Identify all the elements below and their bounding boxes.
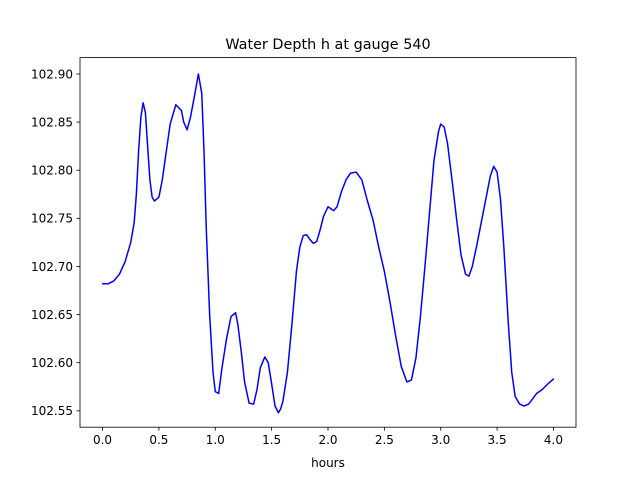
x-tick-label: 0.5 xyxy=(149,433,168,447)
chart-title: Water Depth h at gauge 540 xyxy=(225,37,430,53)
y-tick-label: 102.90 xyxy=(31,67,73,81)
x-tick-label: 3.5 xyxy=(488,433,507,447)
y-tick-label: 102.60 xyxy=(31,356,73,370)
x-tick-label: 0.0 xyxy=(93,433,112,447)
x-tick-label: 3.0 xyxy=(431,433,450,447)
x-tick-label: 1.5 xyxy=(262,433,281,447)
y-tick-label: 102.85 xyxy=(31,115,73,129)
x-axis-label: hours xyxy=(311,456,345,470)
y-tick-label: 102.75 xyxy=(31,212,73,226)
y-tick-label: 102.70 xyxy=(31,260,73,274)
x-tick-label: 4.0 xyxy=(544,433,563,447)
series-line xyxy=(101,73,555,414)
y-tick-label: 102.65 xyxy=(31,308,73,322)
x-tick-label: 2.0 xyxy=(318,433,337,447)
y-tick-label: 102.55 xyxy=(31,404,73,418)
x-tick-label: 1.0 xyxy=(206,433,225,447)
plot-area-frame xyxy=(79,57,577,428)
y-axis-ticks: 102.55 102.60 102.65 102.70 102.75 102.80 102.… xyxy=(31,67,80,418)
y-tick-label: 102.80 xyxy=(31,164,73,178)
x-axis-ticks: 0.0 0.5 1.0 1.5 2.0 2.5 3.0 3.5 4.0 xyxy=(93,427,563,447)
x-tick-label: 2.5 xyxy=(375,433,394,447)
